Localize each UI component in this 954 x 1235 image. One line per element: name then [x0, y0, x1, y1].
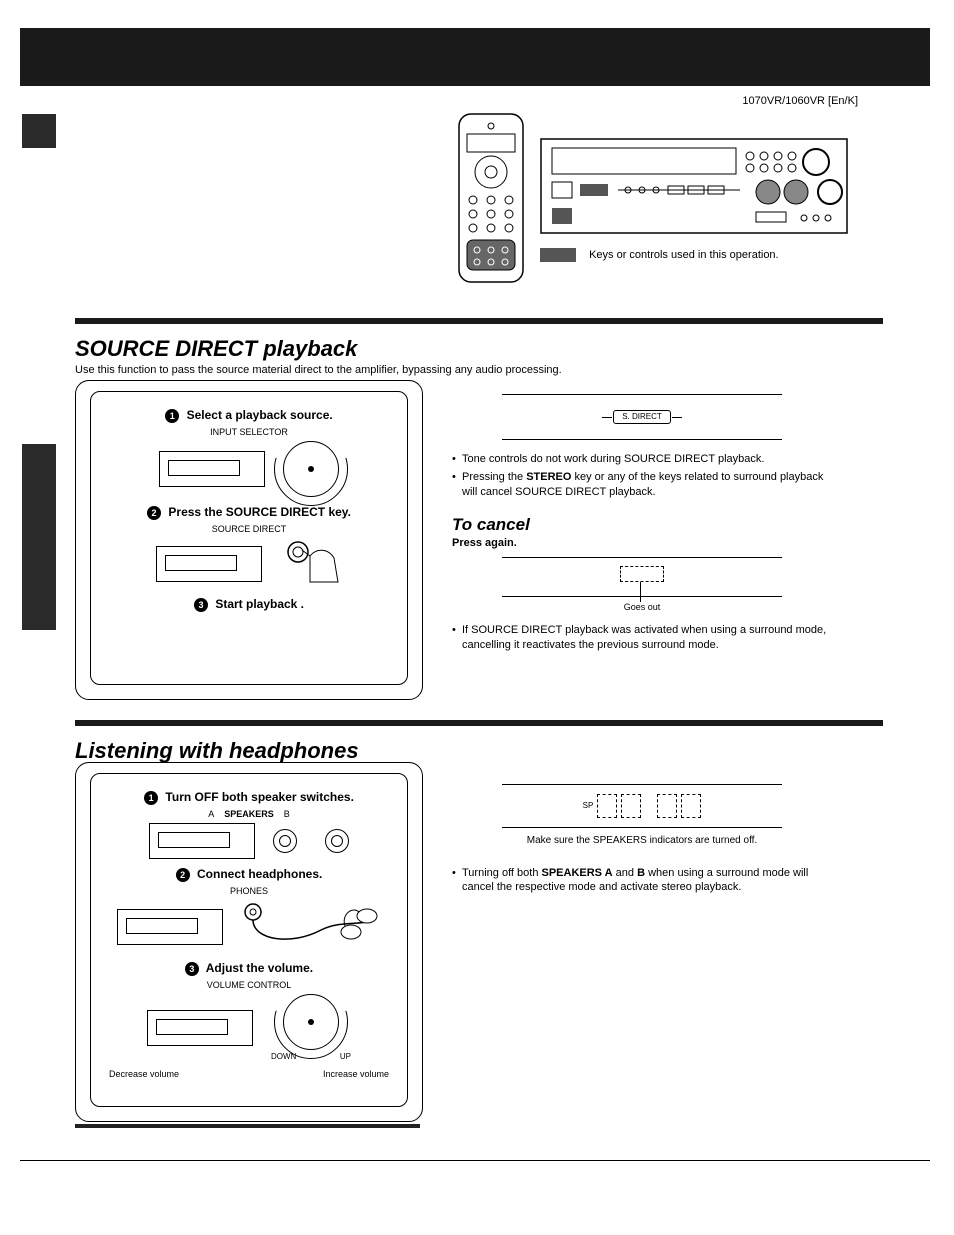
- volume-control-label: VOLUME CONTROL: [103, 980, 395, 990]
- section-2-title: Listening with headphones: [75, 738, 359, 764]
- note-stereo-key: Pressing the STEREO key or any of the ke…: [452, 470, 832, 500]
- step-num-icon: 1: [165, 409, 179, 423]
- increase-volume-label: Increase volume: [323, 1069, 389, 1079]
- volume-knob-icon: [283, 994, 339, 1050]
- headphones-icon: [241, 900, 381, 953]
- section-2-steps-box: 1 Turn OFF both speaker switches. A SPEA…: [75, 762, 423, 1122]
- to-cancel-title: To cancel: [452, 514, 832, 537]
- step-2-head: 2 Press the SOURCE DIRECT key.: [103, 505, 395, 520]
- section-divider-1: [75, 318, 883, 324]
- step-3-text: Start playback .: [215, 597, 304, 611]
- remote-illustration: [455, 112, 527, 284]
- section-1-header: SOURCE DIRECT playback Use this function…: [75, 336, 562, 376]
- press-hand-icon: [280, 538, 342, 589]
- speakers-caption: Make sure the SPEAKERS indicators are tu…: [452, 834, 832, 848]
- up-label: UP: [340, 1052, 351, 1061]
- speakers-label: A SPEAKERS B: [103, 809, 395, 819]
- keys-caption-row: Keys or controls used in this operation.: [540, 248, 779, 262]
- step-num-icon: 1: [144, 791, 158, 805]
- section-1-title: SOURCE DIRECT playback: [75, 336, 562, 362]
- receiver-mini-icon: [147, 1010, 253, 1046]
- hp-step-3-head: 3 Adjust the volume.: [103, 961, 395, 976]
- hp-step-3-text: Adjust the volume.: [206, 961, 313, 975]
- page-bottom-rule: [20, 1160, 930, 1161]
- sdirect-badge: S. DIRECT: [613, 410, 671, 425]
- receiver-mini-icon: [117, 909, 223, 945]
- volume-direction-labels: Decrease volume Increase volume: [103, 1069, 395, 1079]
- receiver-mini-icon: [149, 823, 255, 859]
- hp-step-2-head: 2 Connect headphones.: [103, 867, 395, 882]
- model-id: 1070VR/1060VR [En/K]: [742, 95, 858, 107]
- margin-decor-1: [22, 114, 56, 148]
- segment-icon: [621, 794, 641, 818]
- receiver-mini-icon: [159, 451, 265, 487]
- section-divider-2: [75, 720, 883, 726]
- speaker-a-button-icon: [273, 829, 297, 853]
- key-swatch: [540, 248, 576, 262]
- section-2-right-column: SP Make sure the SPEAKERS indicators are…: [452, 784, 832, 898]
- keys-caption: Keys or controls used in this operation.: [589, 249, 779, 261]
- section-1-subtitle: Use this function to pass the source mat…: [75, 364, 562, 376]
- section-1-steps-box: 1 Select a playback source. INPUT SELECT…: [75, 380, 423, 700]
- cancel-note: If SOURCE DIRECT playback was activated …: [452, 623, 832, 653]
- step-num-icon: 2: [147, 506, 161, 520]
- segment-icon: [657, 794, 677, 818]
- segment-icon: [681, 794, 701, 818]
- step-num-icon: 3: [194, 598, 208, 612]
- hp-step-1-text: Turn OFF both speaker switches.: [165, 790, 353, 804]
- input-selector-label: INPUT SELECTOR: [103, 427, 395, 437]
- step-1-head: 1 Select a playback source.: [103, 408, 395, 423]
- speakers-note: Turning off both SPEAKERS A and B when u…: [452, 866, 832, 896]
- margin-decor-2: [22, 444, 56, 630]
- phones-label: PHONES: [103, 886, 395, 896]
- to-cancel-sub: Press again.: [452, 536, 832, 551]
- hp-step-1-head: 1 Turn OFF both speaker switches.: [103, 790, 395, 805]
- input-selector-knob-icon: [283, 441, 339, 497]
- speaker-b-button-icon: [325, 829, 349, 853]
- display-box-sdirect: S. DIRECT: [502, 394, 782, 440]
- steps-box-2-bottom-bar: [75, 1124, 420, 1128]
- section-1-right-column: S. DIRECT Tone controls do not work duri…: [452, 394, 832, 656]
- hp-step-2-text: Connect headphones.: [197, 867, 322, 881]
- top-banner: [20, 28, 930, 86]
- section-2-header: Listening with headphones: [75, 738, 359, 764]
- receiver-mini-icon: [156, 546, 262, 582]
- decrease-volume-label: Decrease volume: [109, 1069, 179, 1079]
- sp-label: SP: [583, 801, 594, 812]
- step-1-text: Select a playback source.: [187, 408, 333, 422]
- note-tone-controls: Tone controls do not work during SOURCE …: [452, 452, 832, 467]
- source-direct-label: SOURCE DIRECT: [103, 524, 395, 534]
- step-3-head: 3 Start playback .: [103, 597, 395, 612]
- goes-out-diagram: Goes out: [502, 557, 782, 613]
- step-num-icon: 2: [176, 868, 190, 882]
- receiver-illustration: [540, 138, 848, 234]
- step-num-icon: 3: [185, 962, 199, 976]
- goes-out-label: Goes out: [502, 601, 782, 613]
- speakers-display-box: SP: [502, 784, 782, 828]
- step-2-text: Press the SOURCE DIRECT key.: [168, 505, 351, 519]
- segment-icon: [597, 794, 617, 818]
